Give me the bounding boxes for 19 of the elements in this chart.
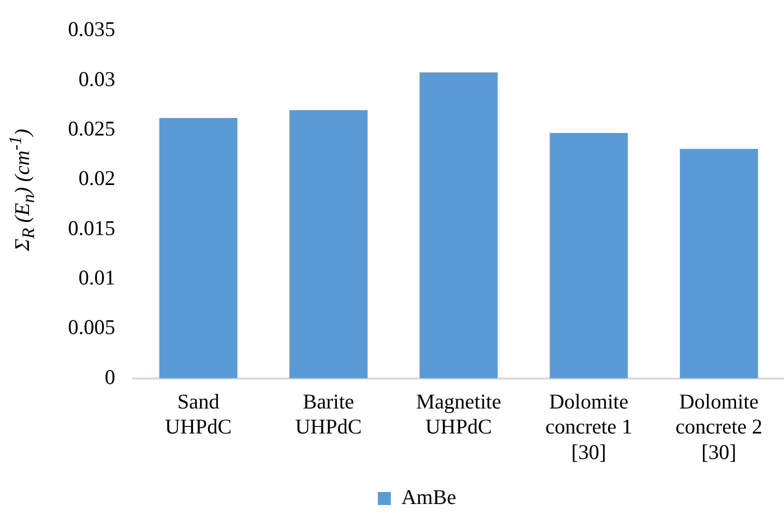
legend-label: AmBe: [401, 485, 456, 510]
y-tick-label: 0.03: [78, 66, 116, 91]
y-tick-label: 0: [104, 364, 116, 389]
x-tick-label: Dolomite concrete 1 [30]: [545, 390, 632, 464]
y-tick-label: 0.035: [68, 17, 116, 42]
bar: [159, 118, 238, 378]
x-tick-label: Barite UHPdC: [295, 390, 362, 439]
bar: [680, 148, 758, 378]
x-tick-label: Magnetite UHPdC: [416, 390, 502, 439]
bar: [289, 110, 368, 378]
y-tick-label: 0.015: [68, 216, 116, 240]
bar: [550, 132, 628, 378]
y-tick-label: 0.01: [78, 266, 116, 290]
y-tick-label: 0.005: [68, 315, 116, 340]
x-tick-label: Sand UHPdC: [165, 390, 232, 439]
y-tick-label: 0.02: [78, 166, 116, 190]
bar: [420, 72, 498, 378]
x-tick-label: Dolomite concrete 2 [30]: [675, 390, 762, 464]
y-tick-label: 0.025: [68, 116, 116, 140]
